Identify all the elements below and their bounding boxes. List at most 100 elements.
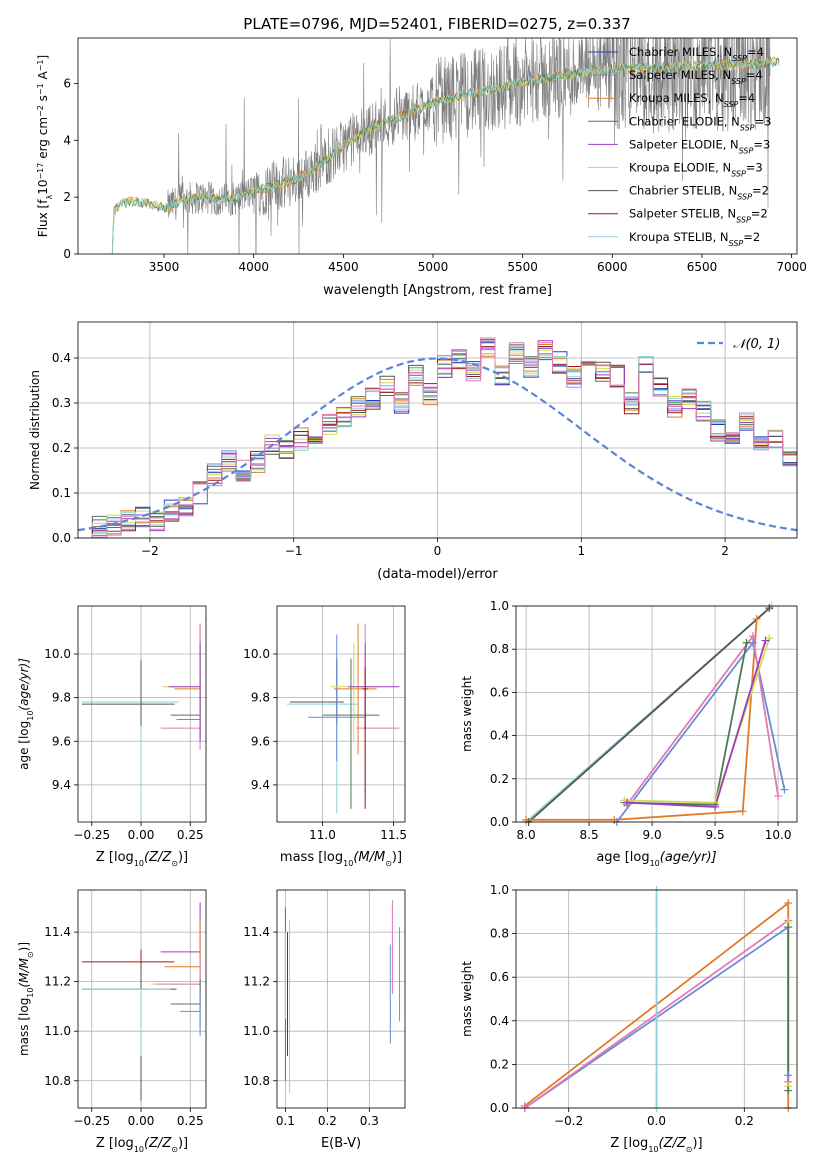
- legend-label-part: =2: [743, 230, 760, 244]
- y-axis-label: Flux [fλ10−17 erg cm−2 s−1 A−1]: [36, 55, 54, 237]
- x-axis-label-part: ⊙: [171, 1145, 178, 1154]
- residuals-panel: −2 −1 0 1 2 0.0 0.1 0.2 0.3 0.4 (data-model)/error…: [28, 321, 798, 582]
- x-tick-label: 11.5: [380, 828, 407, 842]
- legend-label-part: Salpeter MILES, N: [629, 68, 731, 82]
- weight-marker: [752, 614, 761, 623]
- axes-frame: [515, 889, 798, 1109]
- y-axis-label: mass weight: [460, 676, 474, 752]
- y-axis-label-part: λ: [45, 195, 54, 200]
- x-axis-label: wavelength [Angstrom, rest frame]: [323, 283, 552, 298]
- x-tick-label: 2: [721, 544, 729, 558]
- x-tick-label: 11.0: [309, 828, 336, 842]
- x-tick-label: 5500: [507, 260, 538, 274]
- weight-marker: [622, 798, 631, 807]
- legend-label-part: =2: [751, 207, 768, 221]
- x-axis-label-part: (age/yr)]: [660, 850, 717, 865]
- y-tick-label: 0.4: [490, 729, 509, 743]
- x-axis-label-part: mass [log: [280, 850, 343, 865]
- legend-label-part: Salpeter ELODIE, N: [629, 137, 739, 151]
- age-vs-metallicity-panel: −0.25 0.00 0.259.49.69.810.0Z [log10(Z/Z⊙)…: [17, 605, 207, 868]
- residual-histogram-pink: [78, 337, 797, 538]
- x-tick-label: 0.00: [128, 828, 155, 842]
- y-axis-label-part: mass weight: [460, 961, 474, 1037]
- axes-frame: [276, 605, 406, 823]
- y-axis-label: mass weight: [460, 961, 474, 1037]
- legend-label-part: SSP: [731, 169, 746, 178]
- legend-label-part: SSP: [729, 238, 744, 247]
- legend-label-part: =3: [755, 114, 772, 128]
- y-tick-label: 0: [63, 247, 71, 261]
- axes-frame: [77, 889, 207, 1109]
- y-tick-label: 0.0: [490, 815, 509, 829]
- weight-marker: [738, 807, 747, 816]
- weight-marker: [522, 815, 531, 824]
- y-axis-label-part: (age/yr)]: [17, 658, 31, 711]
- plot-area: [111, 38, 780, 254]
- x-tick-label: −2: [141, 544, 159, 558]
- axes-frame: [77, 321, 798, 539]
- x-axis-label-part: 10: [650, 859, 660, 868]
- y-tick-label: 0.2: [52, 441, 71, 455]
- legend-label-part: Kroupa STELIB, N: [629, 230, 729, 244]
- y-axis-label-part: −1: [36, 59, 45, 71]
- y-tick-label: 0.0: [490, 1101, 509, 1115]
- y-tick-label: 10.0: [44, 647, 71, 661]
- legend-label-part: SSP: [739, 146, 754, 155]
- legend-label: Salpeter ELODIE, NSSP=3: [629, 137, 770, 155]
- normal-distribution-curve: [78, 357, 797, 532]
- legend-label: Kroupa MILES, NSSP=4: [629, 91, 755, 109]
- y-tick-label: 9.4: [251, 778, 270, 792]
- y-axis-label-part: Flux [f: [36, 199, 50, 237]
- x-axis-label-part: )]: [178, 1136, 188, 1151]
- weight-marker: [780, 785, 789, 794]
- y-tick-label: 0.8: [490, 642, 509, 656]
- y-axis-label: mass [log10(M/M⊙)]: [17, 942, 35, 1056]
- weight-marker: [711, 802, 720, 811]
- x-axis-label-part: ⊙: [686, 1145, 693, 1154]
- y-axis-label-part: −1: [36, 83, 45, 95]
- weight-vs-metallicity-panel: −0.2 0.0 0.2 0.0 0.2 0.4 0.6 0.8 1.0 Z [log10(Z/Z…: [460, 883, 798, 1154]
- y-tick-label: 9.4: [52, 778, 71, 792]
- x-axis-label: age [log10(age/yr)]: [596, 850, 716, 868]
- model-spectrum-chabrier_elodie: [111, 56, 780, 254]
- legend-label-part: =4: [747, 45, 764, 59]
- x-tick-label: 4500: [328, 260, 359, 274]
- axes-frame: [77, 37, 798, 255]
- x-axis-label-part: 10: [648, 1145, 658, 1154]
- legend-label: Salpeter STELIB, NSSP=2: [629, 207, 768, 225]
- y-tick-label: 11.4: [243, 925, 270, 939]
- x-tick-label: 9.5: [706, 828, 725, 842]
- y-tick-label: 9.8: [52, 691, 71, 705]
- x-tick-label: 0.2: [735, 1114, 754, 1128]
- legend-label-part: =4: [738, 91, 755, 105]
- y-axis-label-part: mass weight: [460, 676, 474, 752]
- x-axis-label-part: age [log: [596, 850, 649, 865]
- legend-label-part: =2: [752, 184, 769, 198]
- plot-area: [284, 899, 401, 1094]
- weight-marker: [761, 636, 770, 645]
- x-axis-label-part: )]: [392, 850, 402, 865]
- x-axis-label-part: 10: [343, 859, 353, 868]
- y-tick-label: 10.8: [44, 1074, 71, 1088]
- x-tick-label: 0.25: [177, 1114, 204, 1128]
- y-tick-label: 1.0: [490, 599, 509, 613]
- x-tick-label: 4000: [238, 260, 269, 274]
- x-tick-label: 0.1: [276, 1114, 295, 1128]
- legend-label: Chabrier MILES, NSSP=4: [629, 45, 764, 63]
- y-axis-label-part: −17: [36, 163, 45, 180]
- x-axis-label-part: (Z/Z: [659, 1136, 687, 1151]
- mass-vs-ebv-panel: 0.1 0.2 0.3 10.8 11.0 11.2 11.4 E(B-V): [243, 889, 406, 1151]
- model-spectrum-kroupa_stelib: [111, 57, 780, 254]
- x-tick-label: 0.2: [318, 1114, 337, 1128]
- x-axis-label: Z [log10(Z/Z⊙)]: [96, 850, 188, 868]
- y-axis-label: age [log10(age/yr)]: [17, 658, 35, 770]
- legend-label-part: SSP: [731, 77, 746, 86]
- model-spectrum-kroupa_elodie: [111, 56, 780, 254]
- x-tick-label: 8.5: [580, 828, 599, 842]
- x-tick-label: 10.0: [765, 828, 792, 842]
- weight-marker: [774, 792, 783, 801]
- y-axis-label-part: ]: [36, 55, 50, 60]
- y-axis-label-part: age [log: [17, 721, 31, 770]
